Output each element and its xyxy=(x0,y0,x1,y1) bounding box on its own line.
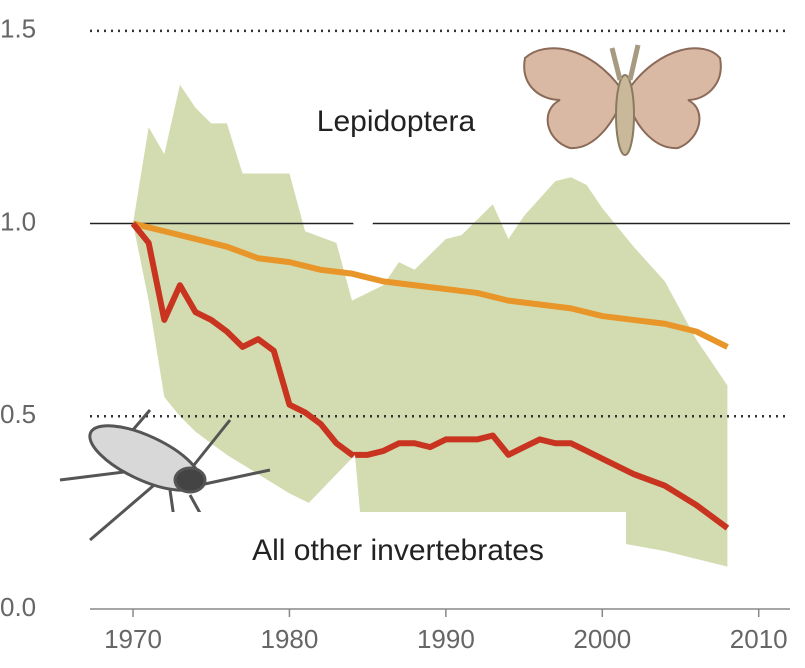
x-tick-label: 1980 xyxy=(261,624,319,654)
label-box xyxy=(265,92,527,154)
y-tick-label: 1.0 xyxy=(0,206,36,236)
y-tick-label: 0.0 xyxy=(0,592,36,622)
moth-illustration xyxy=(523,44,722,156)
y-tick-label: 1.5 xyxy=(0,14,36,44)
series-line xyxy=(132,220,729,350)
callout-pointer xyxy=(335,150,385,270)
x-tick-label: 1970 xyxy=(104,624,162,654)
x-tick-label: 1990 xyxy=(417,624,475,654)
series-line xyxy=(130,221,730,531)
y-tick-label: 0.5 xyxy=(0,399,36,429)
x-tick-label: 2010 xyxy=(730,624,788,654)
beetle-illustration xyxy=(59,409,271,561)
callout-pointer xyxy=(300,455,360,512)
x-tick-label: 2000 xyxy=(573,624,631,654)
series-label: All other invertebrates xyxy=(252,534,544,567)
series-label: Lepidoptera xyxy=(317,105,476,138)
label-box xyxy=(170,512,626,590)
